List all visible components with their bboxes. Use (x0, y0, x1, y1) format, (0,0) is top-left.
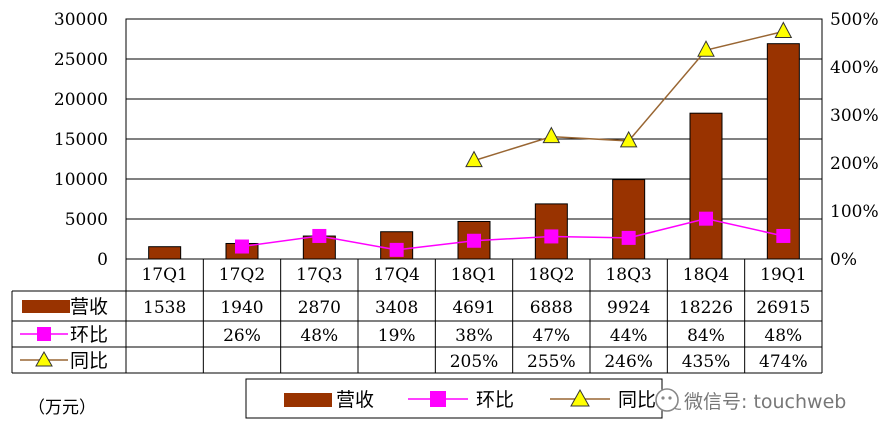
legend: 营收 环比 同比 (245, 378, 663, 419)
mom-marker (776, 228, 791, 243)
y-left-tick-label: 30000 (54, 10, 108, 30)
legend-key-marker (430, 391, 446, 407)
mom-marker (312, 228, 327, 243)
y-left-tick-label: 20000 (54, 90, 108, 110)
mom-marker (467, 233, 481, 248)
table-cell-value: 38% (455, 326, 493, 346)
y-left-tick-label: 5000 (65, 210, 108, 230)
plot-frame (125, 18, 823, 260)
mom-marker (621, 230, 636, 245)
table-cell-value: 435% (682, 352, 731, 372)
y-left-tick-label: 25000 (54, 50, 108, 70)
y-right-tick-label: 0% (830, 250, 857, 270)
mom-marker (389, 242, 404, 257)
category-label: 19Q1 (760, 265, 806, 285)
axes: 0 5000 10000 15000 20000 25000 30000 0% 100% 200%… (54, 10, 879, 270)
bar (148, 246, 182, 260)
line-series (235, 21, 793, 257)
y-right-tick-label: 100% (830, 202, 879, 222)
bar (766, 43, 800, 260)
table-cell-value: 6888 (530, 298, 573, 318)
table-cell-value: 3408 (375, 298, 418, 318)
row-key-bar (22, 300, 70, 313)
table-cell-value: 205% (450, 352, 499, 372)
table-cell-value: 246% (604, 352, 653, 372)
table-cell-value: 474% (759, 352, 808, 372)
category-label: 17Q4 (373, 265, 419, 285)
row-series-name: 环比 (70, 324, 108, 346)
mom-marker (699, 211, 713, 226)
category-label: 18Q1 (451, 265, 497, 285)
table-cell-value: 1940 (220, 298, 263, 318)
wechat-icon (655, 388, 682, 412)
table-cell-value: 84% (687, 326, 725, 346)
mom-line (241, 217, 784, 251)
row-series-name: 营收 (70, 296, 108, 318)
table-cell-value: 26% (223, 326, 261, 346)
table-cell-value: 48% (300, 326, 338, 346)
data-table: 17Q1 17Q2 17Q3 17Q4 18Q1 18Q2 18Q3 18Q4 19Q1 营收 15… (11, 259, 823, 374)
legend-label: 同比 (618, 389, 656, 411)
bar (689, 112, 723, 260)
category-label: 17Q1 (141, 265, 187, 285)
row-key-marker (37, 327, 51, 341)
yoy-marker (774, 21, 793, 38)
table-cell-value: 26915 (756, 298, 810, 318)
table-cell-value: 47% (532, 326, 570, 346)
row-series-name: 同比 (70, 350, 108, 372)
table-cell-value: 4691 (452, 298, 495, 318)
y-left-tick-label: 10000 (54, 170, 108, 190)
table-cell-value: 48% (764, 326, 802, 346)
y-left-tick-label: 0 (97, 250, 108, 270)
yoy-marker (619, 130, 638, 148)
table-cell-value: 1538 (143, 298, 186, 318)
y-right-tick-label: 500% (830, 10, 879, 30)
y-left-tick-label: 15000 (54, 130, 108, 150)
unit-label: （万元） (28, 398, 96, 418)
y-right-tick-label: 300% (830, 106, 879, 126)
legend-label: 营收 (336, 389, 374, 411)
yoy-marker (465, 150, 483, 168)
table-cell-value: 255% (527, 352, 576, 372)
bar (612, 179, 646, 260)
legend-key-bar (284, 393, 332, 407)
watermark-text: 微信号: touchweb (684, 391, 846, 413)
table-cell-value: 19% (378, 326, 416, 346)
row-key-marker (35, 350, 53, 367)
category-label: 17Q3 (296, 265, 342, 285)
category-label: 17Q2 (219, 265, 265, 285)
category-label: 18Q3 (605, 265, 651, 285)
category-label: 18Q4 (683, 265, 729, 285)
legend-key-marker (570, 388, 590, 407)
table-cell-value: 44% (610, 326, 648, 346)
category-label: 18Q2 (528, 265, 574, 285)
table-cell-value: 2870 (298, 298, 341, 318)
watermark: 微信号: touchweb (655, 388, 846, 413)
mom-marker (235, 239, 249, 254)
y-right-tick-label: 200% (830, 154, 879, 174)
mom-marker (544, 229, 559, 244)
yoy-marker (697, 40, 715, 57)
legend-label: 环比 (476, 389, 514, 411)
yoy-marker (542, 126, 561, 144)
table-cell-value: 9924 (607, 298, 650, 318)
table-cell-value: 18226 (679, 298, 733, 318)
y-right-tick-label: 400% (830, 58, 879, 78)
